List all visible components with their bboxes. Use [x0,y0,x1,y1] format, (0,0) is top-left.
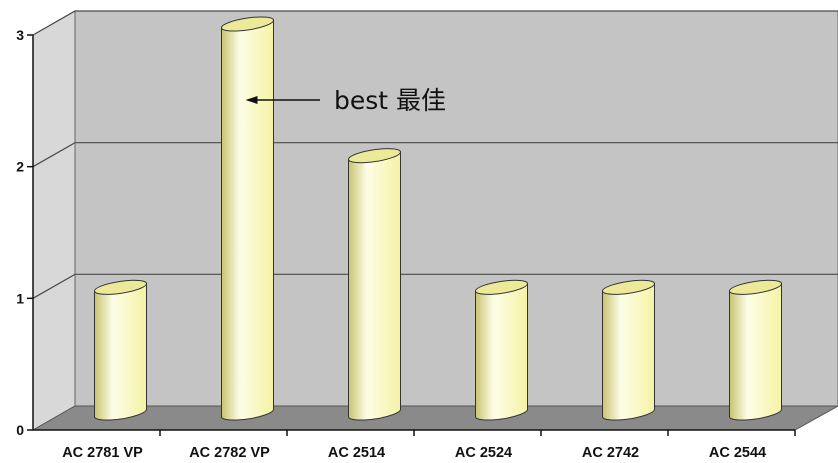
floor [31,405,838,431]
bar-top [602,279,655,295]
bar-body [602,283,655,421]
y-tick-label: 3 [16,27,24,43]
x-tick-label: AC 2544 [709,445,766,461]
y-tick-label: 2 [16,159,24,175]
bar-body [94,283,147,421]
gridline [32,142,838,168]
gridlines [32,10,838,299]
bar-top [348,148,401,164]
x-tick-label: AC 2524 [455,445,512,461]
x-tick-label: AC 2742 [582,445,639,461]
annotation: best 最佳 [245,86,446,115]
y-axis-ticks: 0 1 2 3 [16,27,24,438]
y-tick-label: 1 [16,290,24,306]
annotation-label: best 最佳 [334,86,446,115]
bar-top [94,279,147,295]
bar-1 [221,16,274,421]
back-wall [74,10,838,407]
bar-body [729,283,782,421]
x-tick-label: AC 2514 [328,445,385,461]
bar-top [221,16,274,32]
bar-5 [729,279,782,421]
bar-0 [94,279,147,421]
annotation-arrow-head [245,96,258,104]
gridline [32,10,838,36]
x-axis-labels: AC 2781 VP AC 2782 VP AC 2514 AC 2524 AC 274… [62,445,766,461]
axes [27,34,796,436]
y-tick-label: 0 [16,422,24,438]
x-tick-label: AC 2782 VP [189,445,270,461]
bar-body [221,19,274,421]
bar-top [729,279,782,295]
bar-body [348,151,401,421]
bar-top [475,279,528,295]
x-tick-label: AC 2781 VP [62,445,143,461]
gridline [32,273,838,299]
chart-walls [31,10,838,431]
bar-2 [348,148,401,421]
bar-body [475,283,528,421]
side-wall [32,10,76,431]
bars [94,16,782,421]
bar-3 [475,279,528,421]
bar-4 [602,279,655,421]
